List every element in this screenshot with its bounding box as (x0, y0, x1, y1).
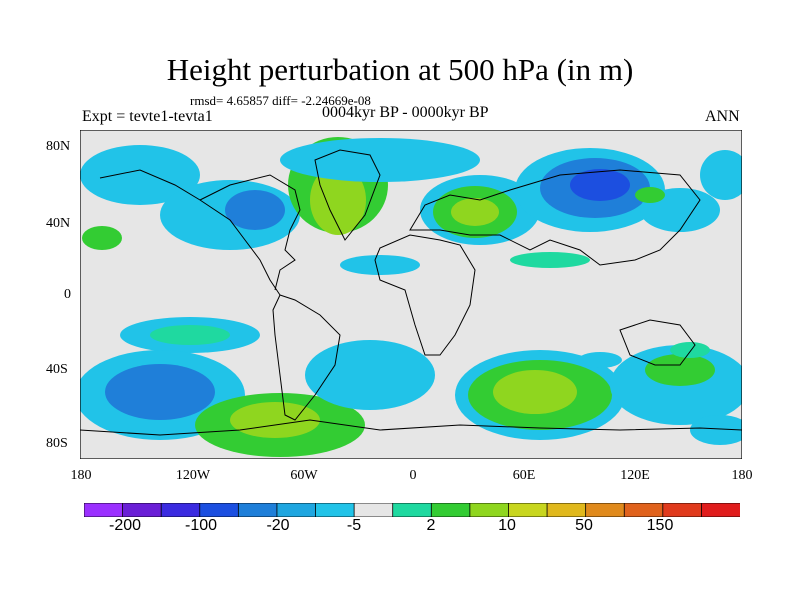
colorbar-swatch (392, 503, 433, 517)
lon-label-120w: 120W (175, 468, 211, 483)
contour-fill (670, 342, 710, 358)
colorbar-swatch (546, 503, 587, 517)
colorbar-swatch (508, 503, 548, 517)
coastline-greenland (314, 149, 381, 241)
contour-fill (570, 169, 630, 201)
colorbar-swatch (122, 503, 163, 517)
lon-label-180-left: 180 (70, 468, 92, 483)
contour-fill (578, 352, 622, 368)
coastline-antarctica (80, 419, 742, 436)
colorbar-swatch (276, 503, 317, 517)
lon-label-60w: 60W (290, 468, 318, 483)
lat-label-80s: 80S (46, 436, 68, 451)
season-label: ANN (705, 108, 740, 125)
lat-label-0: 0 (64, 287, 71, 302)
contour-fill (225, 190, 285, 230)
contour-fill (510, 252, 590, 268)
contour-fill (150, 325, 230, 345)
period-label: 0004kyr BP - 0000kyr BP (322, 104, 489, 121)
colorbar-label: -20 (266, 517, 290, 534)
colorbar-swatch (84, 503, 124, 517)
lat-label-80n: 80N (46, 139, 71, 154)
colorbar-label: 50 (575, 517, 593, 534)
contour-fill (690, 415, 742, 445)
coastline-south-america (272, 294, 341, 421)
experiment-label: Expt = tevte1-tevta1 (82, 108, 213, 125)
contour-fill (305, 340, 435, 410)
colorbar-swatch (237, 503, 278, 517)
colorbar-swatch (585, 503, 626, 517)
contour-fill (340, 255, 420, 275)
colorbar-swatch (430, 503, 471, 517)
colorbar-label: -100 (184, 517, 218, 534)
lon-label-180-right: 180 (731, 468, 753, 483)
colorbar-label: 2 (426, 517, 436, 534)
lon-label-60e: 60E (512, 468, 536, 483)
lat-label-40n: 40N (46, 216, 71, 231)
contour-fill (82, 226, 122, 250)
contour-fill (105, 364, 215, 420)
coastlines (80, 149, 742, 436)
contour-fill (230, 402, 320, 438)
height-perturbation-map (80, 130, 742, 459)
contour-fill (280, 138, 480, 182)
stats-line: rmsd= 4.65857 diff= -2.24669e-08 (190, 93, 371, 108)
colorbar-swatch (315, 503, 356, 517)
colorbar (84, 503, 740, 517)
colorbar-swatch (701, 503, 740, 517)
contour-fills (80, 137, 742, 457)
colorbar-swatch (160, 503, 201, 517)
contour-fill (635, 187, 665, 203)
coastline-australia (619, 319, 696, 366)
contour-fill (80, 145, 200, 205)
colorbar-swatch (353, 503, 394, 517)
contour-fill (493, 370, 577, 414)
contour-fill (700, 150, 742, 200)
contour-fill (645, 354, 715, 386)
map-title: Height perturbation at 500 hPa (in m) (166, 52, 634, 87)
colorbar-label: -5 (346, 517, 362, 534)
colorbar-swatch (199, 503, 240, 517)
colorbar-swatch (662, 503, 703, 517)
colorbar-label: -200 (108, 517, 142, 534)
contour-fill (310, 165, 366, 235)
contour-fill (451, 198, 499, 226)
coastline-africa (374, 234, 476, 356)
lat-label-40s: 40S (46, 362, 68, 377)
colorbar-label: 10 (498, 517, 516, 534)
coastline-north-america (99, 169, 281, 296)
colorbar-swatch (469, 503, 510, 517)
lon-label-120e: 120E (620, 468, 650, 483)
coastline-north-america-east (199, 174, 301, 291)
colorbar-label: 150 (646, 517, 674, 534)
lon-label-0: 0 (409, 468, 417, 483)
coastline-eurasia (409, 169, 701, 266)
colorbar-swatch (623, 503, 664, 517)
